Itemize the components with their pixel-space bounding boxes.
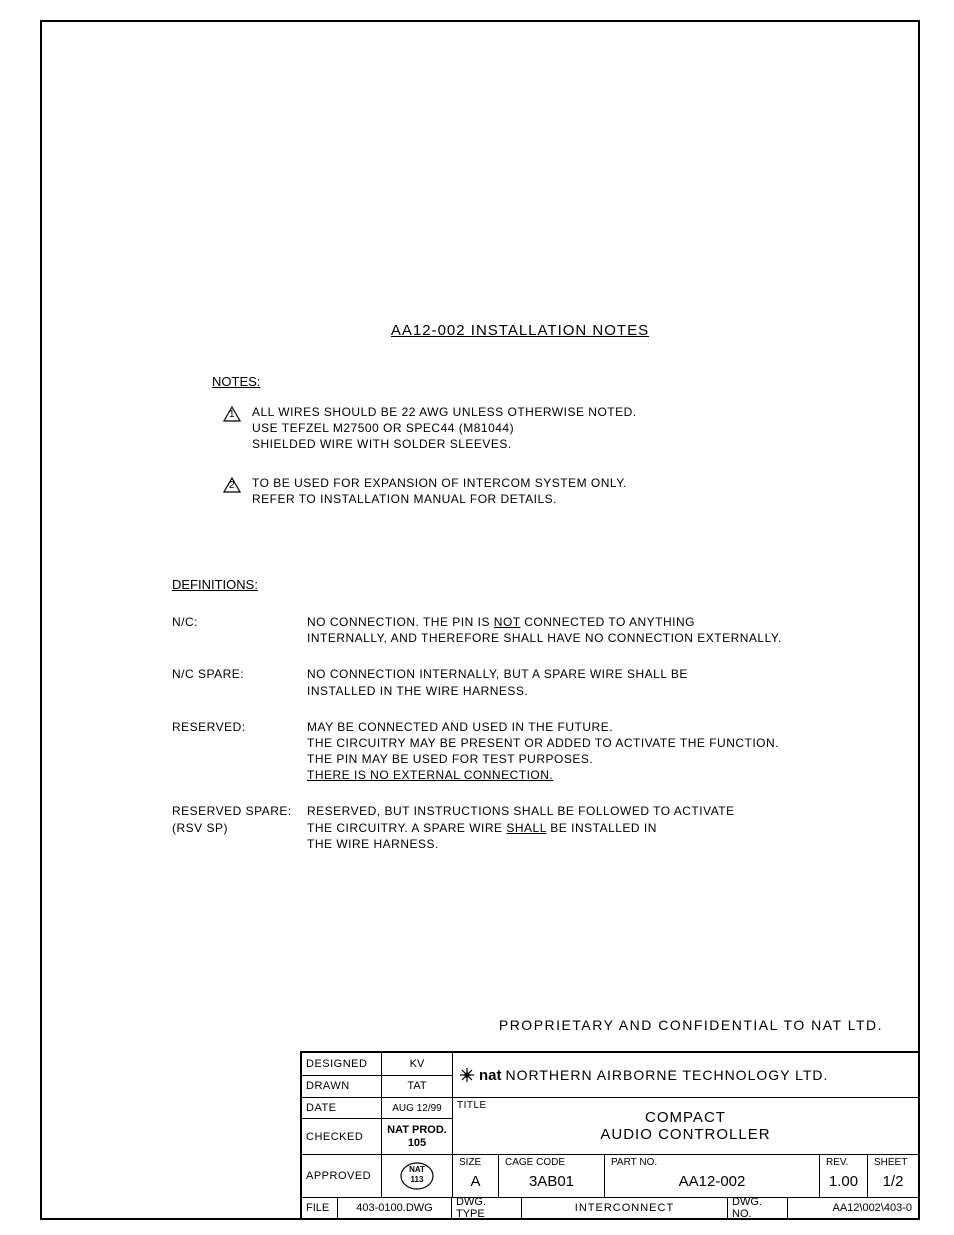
tb-row-top: DESIGNED KV DRAWN TAT <box>302 1053 918 1098</box>
definition-term: N/C: <box>172 614 307 630</box>
title-line1: COMPACT <box>645 1109 726 1126</box>
tb-row-file: FILE 403-0100.DWG DWG. TYPE INTERCONNECT… <box>302 1198 918 1218</box>
size-value: A <box>457 1168 494 1195</box>
cage-label: CAGE CODE <box>503 1157 565 1168</box>
definition-term: RESERVED SPARE:(RSV SP) <box>172 803 307 835</box>
file-value: 403-0100.DWG <box>338 1198 452 1218</box>
note-item: 2 TO BE USED FOR EXPANSION OF INTERCOM SY… <box>212 475 888 507</box>
designed-value: KV <box>382 1053 452 1075</box>
rev-cell: REV. 1.00 <box>820 1155 868 1197</box>
note-number: 2 <box>223 479 241 493</box>
checked-value: NAT PROD. 105 <box>382 1119 452 1154</box>
note-number: 1 <box>223 408 241 422</box>
tb-left-date-checked: DATE AUG 12/99 CHECKED NAT PROD. 105 <box>302 1098 453 1154</box>
proprietary-notice: PROPRIETARY AND CONFIDENTIAL TO NAT LTD. <box>499 1017 883 1033</box>
note-item: 1 ALL WIRES SHOULD BE 22 AWG UNLESS OTHER… <box>212 404 888 453</box>
dwgno-label: DWG. NO. <box>728 1198 788 1218</box>
triangle-icon: 1 <box>223 406 241 422</box>
file-label: FILE <box>302 1198 338 1218</box>
title-label: TITLE <box>457 1100 487 1111</box>
partno-label: PART NO. <box>609 1157 657 1168</box>
approved-value: NAT 113 <box>382 1155 452 1197</box>
dwgno-value: AA12\002\403-0 <box>788 1198 918 1218</box>
definition-item: N/C SPARE:NO CONNECTION INTERNALLY, BUT … <box>172 666 888 698</box>
content-area: AA12-002 INSTALLATION NOTES NOTES: 1 ALL … <box>212 322 888 872</box>
drawing-title-cell: TITLE COMPACT AUDIO CONTROLLER <box>453 1098 918 1154</box>
company-name: NORTHERN AIRBORNE TECHNOLOGY LTD. <box>506 1067 829 1083</box>
page: AA12-002 INSTALLATION NOTES NOTES: 1 ALL … <box>0 0 954 1235</box>
definition-item: RESERVED:MAY BE CONNECTED AND USED IN TH… <box>172 719 888 784</box>
tb-left-designed-drawn: DESIGNED KV DRAWN TAT <box>302 1053 453 1097</box>
partno-value: AA12-002 <box>609 1168 815 1195</box>
approved-stamp-bottom: 113 <box>399 1175 435 1184</box>
cage-cell: CAGE CODE 3AB01 <box>499 1155 605 1197</box>
date-value: AUG 12/99 <box>382 1098 452 1118</box>
tb-row-title: DATE AUG 12/99 CHECKED NAT PROD. 105 <box>302 1098 918 1155</box>
date-label: DATE <box>302 1098 382 1118</box>
sheet-label: SHEET <box>872 1157 907 1168</box>
note-text: ALL WIRES SHOULD BE 22 AWG UNLESS OTHERW… <box>252 404 888 453</box>
document-title: AA12-002 INSTALLATION NOTES <box>212 322 888 339</box>
definition-item: N/C:NO CONNECTION. THE PIN IS NOT CONNEC… <box>172 614 888 646</box>
definitions-list: N/C:NO CONNECTION. THE PIN IS NOT CONNEC… <box>212 614 888 852</box>
size-label: SIZE <box>457 1157 481 1168</box>
definition-term: N/C SPARE: <box>172 666 307 682</box>
notes-list: 1 ALL WIRES SHOULD BE 22 AWG UNLESS OTHER… <box>212 404 888 507</box>
company-cell: nat NORTHERN AIRBORNE TECHNOLOGY LTD. <box>453 1053 918 1097</box>
note-marker: 2 <box>212 475 252 493</box>
note-text: TO BE USED FOR EXPANSION OF INTERCOM SYS… <box>252 475 888 507</box>
checked-line1: NAT PROD. <box>387 1124 447 1136</box>
partno-cell: PART NO. AA12-002 <box>605 1155 820 1197</box>
rev-label: REV. <box>824 1157 848 1168</box>
tb-left-approved: APPROVED NAT 113 <box>302 1155 453 1197</box>
note-marker: 1 <box>212 404 252 422</box>
rev-value: 1.00 <box>824 1168 863 1195</box>
definitions-heading: DEFINITIONS: <box>172 577 888 592</box>
definition-term: RESERVED: <box>172 719 307 735</box>
definition-text: NO CONNECTION. THE PIN IS NOT CONNECTED … <box>307 614 888 646</box>
company-logo-icon <box>459 1067 475 1083</box>
notes-heading: NOTES: <box>212 374 888 389</box>
checked-line2: 105 <box>408 1137 426 1149</box>
sheet-cell: SHEET 1/2 <box>868 1155 918 1197</box>
definition-item: RESERVED SPARE:(RSV SP)RESERVED, BUT INS… <box>172 803 888 852</box>
definitions-section: DEFINITIONS: N/C:NO CONNECTION. THE PIN … <box>212 577 888 852</box>
drawn-label: DRAWN <box>302 1076 382 1098</box>
title-line2: AUDIO CONTROLLER <box>600 1126 770 1143</box>
title-block: DESIGNED KV DRAWN TAT <box>300 1051 920 1220</box>
designed-label: DESIGNED <box>302 1053 382 1075</box>
definition-text: NO CONNECTION INTERNALLY, BUT A SPARE WI… <box>307 666 888 698</box>
company-logo-text: nat <box>479 1067 502 1084</box>
approved-label: APPROVED <box>302 1155 382 1197</box>
size-cell: SIZE A <box>453 1155 499 1197</box>
dwgtype-label: DWG. TYPE <box>452 1198 522 1218</box>
drawn-value: TAT <box>382 1076 452 1098</box>
triangle-icon: 2 <box>223 477 241 493</box>
definition-text: MAY BE CONNECTED AND USED IN THE FUTURE.… <box>307 719 888 784</box>
sheet-value: 1/2 <box>872 1168 914 1195</box>
drawing-frame: AA12-002 INSTALLATION NOTES NOTES: 1 ALL … <box>40 20 920 1220</box>
definition-text: RESERVED, BUT INSTRUCTIONS SHALL BE FOLL… <box>307 803 888 852</box>
approved-stamp-icon: NAT 113 <box>399 1161 435 1191</box>
tb-row-partinfo: APPROVED NAT 113 SIZE A CAGE CODE <box>302 1155 918 1198</box>
dwgtype-value: INTERCONNECT <box>522 1198 728 1218</box>
checked-label: CHECKED <box>302 1119 382 1154</box>
cage-value: 3AB01 <box>503 1168 600 1195</box>
approved-stamp-top: NAT <box>399 1165 435 1174</box>
